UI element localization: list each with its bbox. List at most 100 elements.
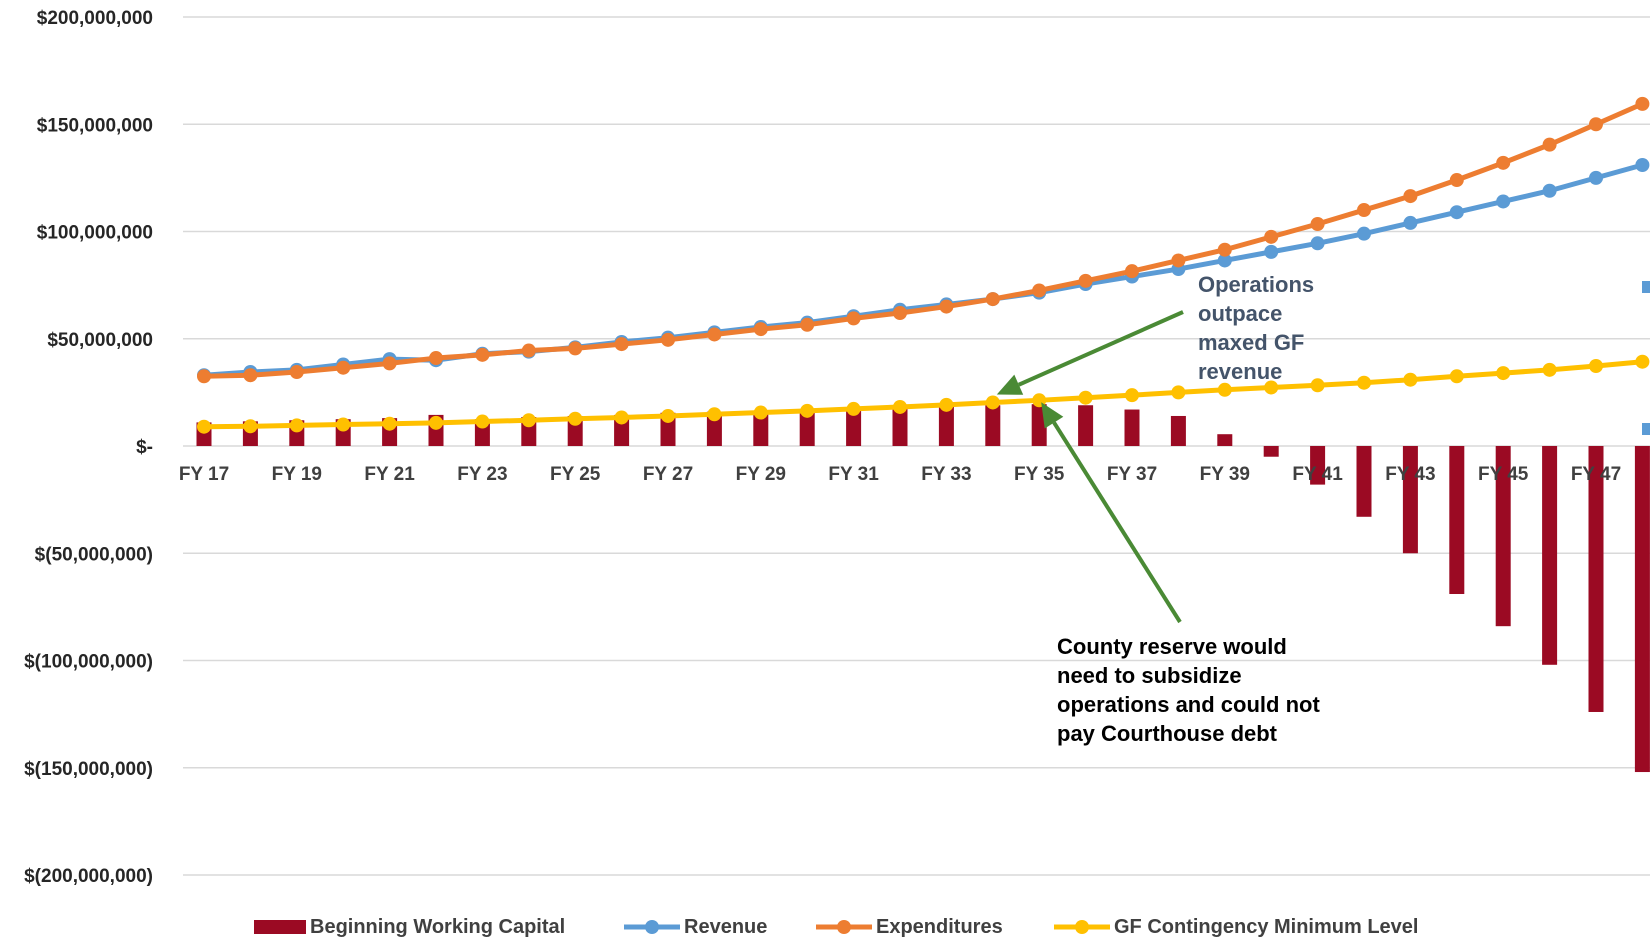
x-tick-label: FY 43 [1385, 464, 1435, 485]
bar-fy-47 [1588, 446, 1604, 712]
point-revenue [1449, 205, 1464, 220]
point-expenditures [1496, 155, 1511, 170]
revenue-edge-marker-icon [1642, 281, 1650, 293]
legend-item-beginning-working-capital: Beginning Working Capital [254, 912, 565, 942]
revenue-edge-marker-icon [1642, 423, 1650, 435]
point-revenue [1589, 170, 1603, 185]
series-line [203, 162, 1644, 378]
x-tick-label: FY 39 [1200, 464, 1250, 485]
y-tick-label: $100,000,000 [37, 223, 153, 244]
bar-fy-41 [1310, 446, 1326, 485]
y-tick-label: $(200,000,000) [24, 866, 153, 887]
point-gf-contingency-minimum-level [893, 399, 907, 414]
point-revenue [1217, 253, 1232, 268]
point-expenditures [753, 322, 768, 337]
point-gf-contingency-minimum-level [661, 408, 675, 423]
point-expenditures [939, 299, 954, 314]
annotation-operations-outpace: Operations outpace maxed GF revenue [1198, 272, 1315, 384]
point-gf-contingency-minimum-level [939, 397, 954, 412]
x-tick-label: FY 35 [1014, 464, 1065, 485]
bar-fy-46 [1542, 446, 1558, 665]
y-tick-label: $- [136, 437, 153, 458]
point-revenue [1542, 183, 1557, 198]
arrow-operations-outpace [996, 310, 1184, 395]
point-expenditures [1125, 264, 1139, 279]
point-expenditures [985, 292, 1000, 307]
point-gf-contingency-minimum-level [197, 419, 211, 434]
bar-fy-43 [1402, 446, 1418, 554]
series-line [203, 101, 1644, 379]
point-expenditures [1403, 189, 1418, 204]
line-marker-swatch-icon [1054, 920, 1110, 934]
bar-fy-31 [846, 408, 862, 446]
legend: Beginning Working Capital Revenue Expend… [0, 912, 1650, 942]
point-revenue [1403, 215, 1418, 230]
bar-fy-29 [753, 410, 769, 446]
point-expenditures [1449, 173, 1464, 188]
y-tick-label: $50,000,000 [47, 330, 153, 351]
point-gf-contingency-minimum-level [753, 405, 768, 420]
point-expenditures [382, 356, 397, 371]
series-line [203, 359, 1643, 430]
x-tick-label: FY 33 [921, 464, 971, 485]
point-expenditures [336, 360, 351, 375]
gridlines [183, 16, 1650, 876]
line-series-group [197, 96, 1650, 434]
point-gf-contingency-minimum-level [429, 415, 443, 430]
x-tick-label: FY 47 [1571, 464, 1621, 485]
point-expenditures [1357, 203, 1371, 218]
arrow-head [996, 374, 1024, 395]
point-gf-contingency-minimum-level [707, 407, 722, 422]
point-expenditures [661, 332, 675, 347]
point-expenditures [846, 311, 861, 326]
point-gf-contingency-minimum-level [336, 417, 351, 432]
point-expenditures [243, 368, 258, 383]
point-gf-contingency-minimum-level [1171, 385, 1186, 400]
x-tick-label: FY 45 [1478, 464, 1529, 485]
bar-fy-36 [1078, 405, 1094, 446]
annotation-arrows [996, 310, 1184, 624]
point-gf-contingency-minimum-level [800, 403, 815, 418]
legend-label: Revenue [684, 915, 768, 938]
point-expenditures [289, 364, 304, 379]
point-gf-contingency-minimum-level [475, 414, 490, 429]
bar-fy-45 [1495, 446, 1511, 627]
point-expenditures [800, 317, 815, 332]
legend-label: Beginning Working Capital [310, 915, 566, 938]
y-tick-label: $(150,000,000) [24, 759, 153, 780]
x-tick-label: FY 27 [643, 464, 693, 485]
arrow-shaft [1017, 310, 1184, 387]
x-tick-label: FY 29 [736, 464, 786, 485]
bar-fy-38 [1170, 415, 1186, 446]
point-gf-contingency-minimum-level [614, 410, 629, 425]
y-tick-label: $200,000,000 [37, 8, 153, 29]
bar-fy-37 [1124, 409, 1140, 446]
point-revenue [1635, 158, 1650, 173]
bar-fy-34 [985, 405, 1001, 446]
point-gf-contingency-minimum-level [1635, 354, 1650, 369]
point-gf-contingency-minimum-level [1125, 388, 1139, 403]
line-marker-swatch-icon [624, 920, 680, 934]
point-gf-contingency-minimum-level [1310, 378, 1325, 393]
point-expenditures [568, 341, 583, 356]
point-gf-contingency-minimum-level [1403, 372, 1418, 387]
point-revenue [1264, 244, 1279, 259]
x-tick-label: FY 19 [272, 464, 322, 485]
point-expenditures [475, 347, 490, 362]
bar-fy-44 [1449, 446, 1465, 595]
y-tick-label: $(100,000,000) [24, 652, 153, 673]
point-expenditures [429, 351, 443, 366]
point-gf-contingency-minimum-level [1217, 382, 1232, 397]
point-expenditures [1171, 253, 1186, 268]
bar-fy-48 [1634, 446, 1650, 773]
point-gf-contingency-minimum-level [1264, 380, 1279, 395]
arrow-shaft [1052, 421, 1182, 624]
point-expenditures [1032, 283, 1047, 298]
point-gf-contingency-minimum-level [985, 395, 1000, 410]
bar-fy-40 [1263, 446, 1279, 457]
x-tick-label: FY 25 [550, 464, 601, 485]
x-tick-label: FY 23 [457, 464, 507, 485]
x-tick-label: FY 21 [364, 464, 415, 485]
point-gf-contingency-minimum-level [1542, 362, 1557, 377]
point-expenditures [1078, 273, 1093, 288]
